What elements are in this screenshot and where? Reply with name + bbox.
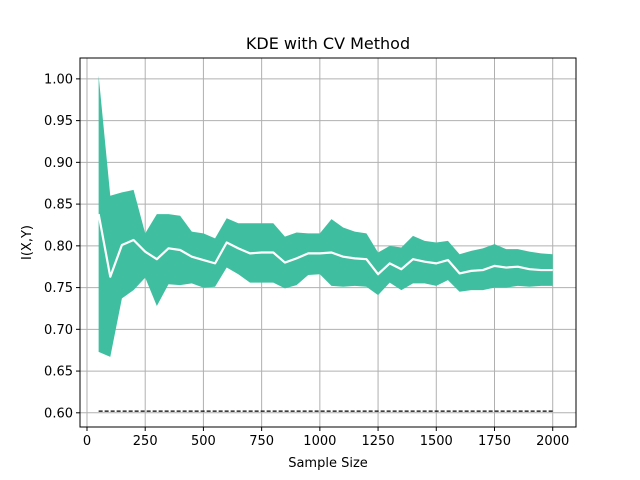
confidence-band: [98, 75, 553, 357]
x-axis-label: Sample Size: [288, 456, 368, 471]
x-axis-ticks: 0 250 500 750 1000 1250 1500 1750 2000: [83, 427, 569, 449]
x-tick-label: 750: [249, 434, 274, 449]
x-tick-label: 1750: [478, 434, 511, 449]
y-tick-label: 0.60: [44, 406, 73, 421]
y-tick-label: 0.70: [44, 323, 73, 338]
x-tick-label: 2000: [536, 434, 569, 449]
y-tick-label: 0.80: [44, 239, 73, 254]
y-axis-ticks: 0.60 0.65 0.70 0.75 0.80 0.85 0.90 0.95 1.00: [44, 72, 80, 421]
y-tick-label: 0.90: [44, 156, 73, 171]
y-tick-label: 0.75: [44, 281, 73, 296]
y-axis-label: I(X,Y): [20, 225, 35, 260]
x-tick-label: 250: [133, 434, 158, 449]
y-tick-label: 0.85: [44, 198, 73, 213]
series-lines: [97, 213, 553, 412]
y-tick-label: 0.65: [44, 365, 73, 380]
y-tick-label: 0.95: [44, 114, 73, 129]
plot-frame: [79, 57, 577, 428]
x-tick-label: 1500: [420, 434, 453, 449]
x-tick-label: 500: [191, 434, 216, 449]
mean-line: [97, 213, 553, 278]
x-tick-label: 1250: [362, 434, 395, 449]
y-tick-label: 1.00: [44, 72, 73, 87]
x-tick-label: 0: [83, 434, 91, 449]
x-tick-label: 1000: [303, 434, 336, 449]
chart-title: KDE with CV Method: [246, 34, 410, 53]
band-area: [98, 75, 553, 357]
